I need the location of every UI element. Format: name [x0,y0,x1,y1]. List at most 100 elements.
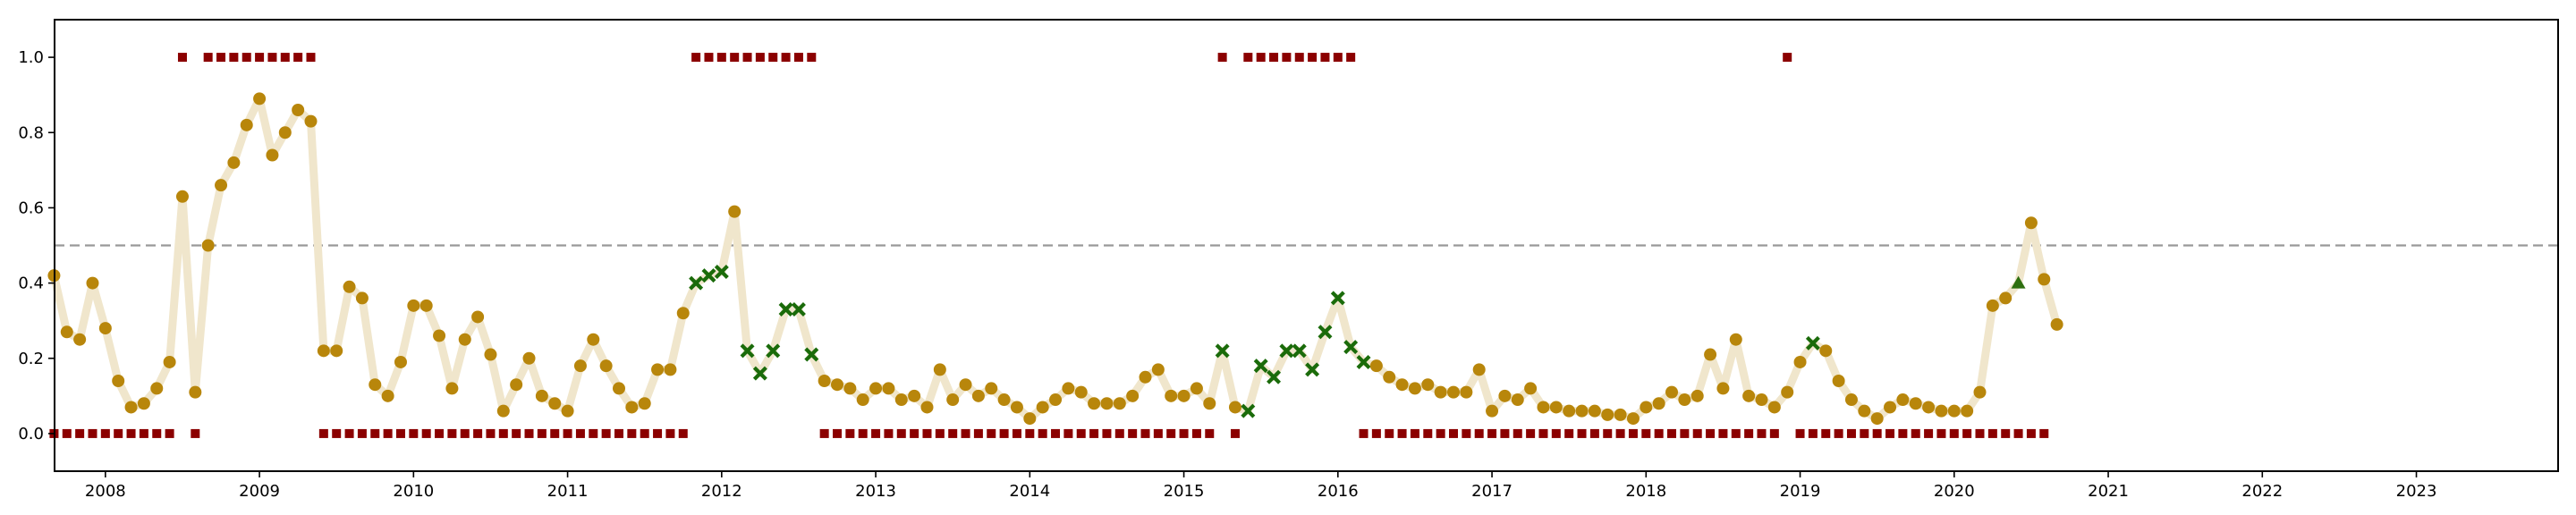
dot-marker [1986,299,1999,312]
y-tick-label: 0.0 [18,425,44,443]
square-marker [845,428,855,438]
square-marker [152,428,162,438]
x-tick-label: 2009 [239,482,280,501]
square-marker [1308,53,1318,63]
square-marker [1834,428,1843,438]
dot-marker [1408,382,1421,395]
square-marker [1936,428,1946,438]
dot-marker [1729,333,1742,346]
square-marker [318,428,328,438]
dot-marker [1228,401,1241,414]
square-marker [1924,428,1934,438]
square-marker [75,428,85,438]
square-marker [768,53,778,63]
square-marker [910,428,919,438]
square-marker [781,53,791,63]
dot-marker [573,359,587,373]
square-marker [1359,428,1368,438]
dot-marker [522,351,536,365]
dot-marker [1190,382,1203,395]
x-tick-label: 2013 [855,482,896,501]
dot-marker [1100,397,1114,410]
square-marker [486,428,496,438]
cross-marker [1241,403,1256,418]
square-marker [370,428,380,438]
dot-marker [1961,404,1974,418]
square-marker [922,428,932,438]
dot-marker [1434,385,1447,399]
square-marker [1654,428,1664,438]
square-marker [678,428,688,438]
dot-marker [1395,378,1409,392]
dot-marker [163,355,176,368]
cross-marker [1292,343,1307,359]
dot-marker [1781,385,1794,399]
square-marker [691,53,701,63]
dot-marker [664,363,677,376]
dot-marker [959,378,972,392]
cross-marker [766,343,781,359]
square-marker [1371,428,1381,438]
dot-marker [535,389,548,402]
square-marker [1294,53,1304,63]
dot-marker [1139,370,1152,384]
square-marker [973,428,983,438]
cross-marker [1305,362,1320,377]
dot-marker [1588,404,1601,418]
square-marker [139,428,148,438]
dot-marker [1896,393,1910,407]
dot-marker [496,404,510,418]
dot-marker [330,344,343,358]
square-marker [280,53,290,63]
square-marker [1038,428,1047,438]
square-marker [1911,428,1920,438]
square-marker [1269,53,1279,63]
dot-marker [215,179,228,192]
cross-marker [1343,340,1359,355]
dot-marker [997,393,1011,407]
dot-marker [971,389,985,402]
y-tick-label: 1.0 [18,48,44,67]
dot-marker [1973,385,1987,399]
dot-marker [985,382,998,395]
square-marker [1333,53,1343,63]
dot-marker [86,276,99,290]
square-marker [1448,428,1458,438]
square-marker [473,428,483,438]
dot-marker [599,359,613,373]
dot-marker [1640,401,1653,414]
dot-marker [869,382,883,395]
cross-marker [1805,335,1820,350]
dot-marker [98,322,112,335]
cross-marker [1267,369,1282,384]
dot-marker [124,401,138,414]
square-marker [1012,428,1021,438]
dot-marker [1870,412,1884,426]
square-marker [1217,53,1227,63]
dot-marker [510,378,523,392]
square-marker [961,428,970,438]
dot-marker [561,404,574,418]
dot-marker [1678,393,1691,407]
square-marker [1577,428,1587,438]
square-marker [1628,428,1638,438]
x-tick-label: 2021 [2088,482,2129,501]
dot-marker [112,375,125,387]
y-tick-label: 0.8 [18,123,44,142]
square-marker [1860,428,1869,438]
square-marker [935,428,945,438]
square-marker [1551,428,1561,438]
dot-marker [317,344,330,358]
square-marker [575,428,585,438]
dot-marker [548,397,562,410]
y-tick-label: 0.2 [18,350,44,368]
dot-marker [433,329,446,342]
square-marker [1667,428,1677,438]
square-marker [1538,428,1548,438]
dot-marker [407,299,420,312]
dot-marker [1472,363,1486,376]
cross-marker [714,264,729,279]
dot-marker [304,114,318,128]
square-marker [730,53,740,63]
cross-marker [701,268,716,283]
